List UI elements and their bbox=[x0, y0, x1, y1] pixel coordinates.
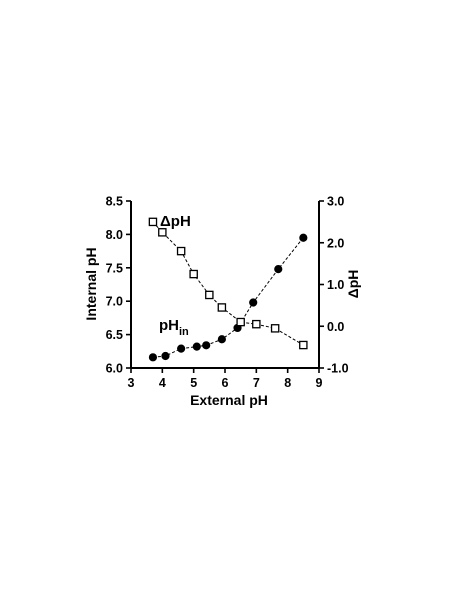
ph-in-main: pH bbox=[159, 317, 179, 334]
y2-tick-label: -1.0 bbox=[327, 362, 349, 376]
y-tick-label: 8.0 bbox=[106, 228, 123, 242]
data-point-filled-circle bbox=[274, 265, 283, 274]
data-point-open-square bbox=[205, 290, 214, 300]
data-point-filled-circle bbox=[202, 341, 211, 350]
data-point-open-square bbox=[217, 303, 227, 312]
y-tick-label: 6.0 bbox=[106, 362, 123, 376]
data-point-open-square bbox=[299, 340, 308, 350]
x-tick-label: 5 bbox=[190, 376, 197, 390]
data-point-filled-circle bbox=[249, 298, 258, 307]
series-lines bbox=[152, 221, 304, 358]
data-point-filled-circle bbox=[148, 353, 158, 362]
x-tick-label: 6 bbox=[222, 376, 229, 390]
y-axis-label: Internal pH bbox=[83, 247, 99, 320]
y2-axis-label: ΔpH bbox=[345, 270, 361, 299]
y-tick-label: 6.5 bbox=[106, 328, 123, 342]
x-tick-label: 9 bbox=[316, 376, 323, 390]
y-tick-label: 7.5 bbox=[106, 261, 123, 275]
data-point-filled-circle bbox=[217, 335, 226, 344]
data-point-filled-circle bbox=[177, 344, 186, 353]
series-points bbox=[148, 217, 308, 362]
y-tick-label: 8.5 bbox=[106, 195, 123, 209]
series-line-1 bbox=[152, 221, 304, 346]
y2-tick-label: 2.0 bbox=[327, 236, 344, 250]
x-axis-label: External pH bbox=[190, 392, 268, 408]
x-tick-label: 4 bbox=[159, 376, 166, 390]
data-point-filled-circle bbox=[161, 351, 170, 361]
data-point-open-square bbox=[252, 319, 261, 329]
data-point-open-square bbox=[236, 317, 245, 327]
x-tick-label: 3 bbox=[128, 376, 135, 390]
y-tick-label: 7.0 bbox=[106, 295, 123, 309]
ph-in-annotation: pHin bbox=[159, 317, 189, 338]
ticks: 3 4 5 6 7 8 9 6.0 6.5 7.0 7.5 8.0 8.5 -1.0 0.0 1.0 2.0 3.… bbox=[106, 195, 349, 391]
y2-tick-label: 1.0 bbox=[327, 278, 344, 292]
data-point-open-square bbox=[148, 217, 158, 227]
data-point-filled-circle bbox=[299, 233, 308, 242]
data-point-open-square bbox=[176, 246, 186, 256]
x-tick-label: 7 bbox=[253, 376, 260, 390]
ph-in-subscript: in bbox=[179, 326, 189, 338]
data-point-open-square bbox=[270, 324, 280, 333]
y2-tick-label: 3.0 bbox=[327, 195, 344, 209]
x-tick-label: 8 bbox=[284, 376, 291, 390]
data-point-open-square bbox=[158, 228, 167, 237]
data-point-open-square bbox=[189, 269, 198, 279]
data-point-filled-circle bbox=[192, 342, 201, 351]
series-line-0 bbox=[152, 237, 304, 358]
delta-ph-annotation: ΔpH bbox=[160, 213, 191, 230]
y2-tick-label: 0.0 bbox=[327, 320, 344, 334]
